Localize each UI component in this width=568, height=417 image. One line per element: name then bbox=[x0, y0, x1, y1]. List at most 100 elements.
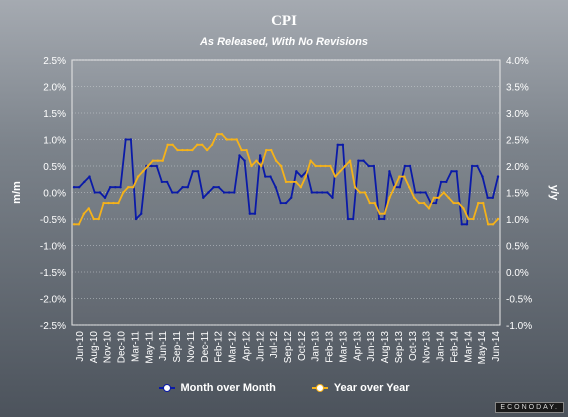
yoy-data-point bbox=[343, 164, 347, 168]
mom-data-point bbox=[233, 191, 236, 194]
mom-data-point bbox=[326, 191, 329, 194]
yoy-data-point bbox=[102, 201, 105, 205]
mom-data-point bbox=[408, 164, 412, 168]
mom-data-point bbox=[434, 201, 438, 205]
x-tick-label: Mar-12 bbox=[228, 331, 239, 363]
x-tick-label: Feb-14 bbox=[449, 331, 460, 363]
y-left-tick-label: -2.5% bbox=[40, 321, 66, 332]
yoy-data-point bbox=[186, 148, 189, 152]
mom-data-point bbox=[274, 186, 277, 189]
mom-data-point bbox=[258, 154, 262, 157]
yoy-data-point bbox=[486, 223, 490, 226]
legend-item-month-over-month: Month over Month bbox=[158, 382, 276, 394]
mom-data-point bbox=[248, 212, 252, 215]
mom-data-point bbox=[403, 164, 407, 168]
yoy-data-point bbox=[181, 148, 184, 152]
x-tick-label: Jun-10 bbox=[75, 331, 86, 362]
mom-data-point bbox=[414, 191, 417, 194]
x-tick-label: Dec-10 bbox=[117, 331, 128, 364]
y-left-tick-label: 1.5% bbox=[43, 109, 66, 120]
x-tick-label: Jun-14 bbox=[491, 331, 502, 362]
yoy-data-point bbox=[363, 191, 367, 194]
mom-data-point bbox=[217, 186, 220, 189]
x-tick-label: Mar-11 bbox=[130, 331, 141, 362]
mom-data-point bbox=[171, 191, 174, 194]
yoy-data-point bbox=[235, 138, 238, 141]
legend-swatch-yoy bbox=[311, 383, 328, 393]
mom-data-point bbox=[108, 186, 112, 189]
y-right-tick-label: 2.5% bbox=[506, 136, 529, 147]
mom-data-point bbox=[310, 191, 314, 194]
y-right-tick-label: -0.5% bbox=[506, 295, 532, 306]
yoy-data-point bbox=[496, 217, 500, 221]
mom-data-point bbox=[289, 196, 293, 199]
mom-data-point bbox=[243, 159, 246, 162]
yoy-data-point bbox=[146, 164, 150, 168]
yoy-data-point bbox=[225, 138, 229, 141]
yoy-data-point bbox=[97, 217, 100, 221]
mom-data-point bbox=[372, 164, 376, 168]
yoy-data-point bbox=[82, 212, 86, 215]
yoy-data-point bbox=[412, 196, 416, 199]
mom-data-point bbox=[160, 180, 164, 184]
yoy-data-point bbox=[348, 159, 352, 162]
yoy-data-point bbox=[166, 143, 169, 146]
yoy-data-point bbox=[373, 201, 376, 205]
yoy-data-point bbox=[472, 217, 475, 221]
x-tick-label: Sep-11 bbox=[172, 331, 183, 363]
y-right-tick-label: 2.0% bbox=[506, 162, 529, 173]
mom-data-point bbox=[269, 175, 272, 178]
yoy-data-point bbox=[299, 186, 302, 189]
mom-data-point bbox=[367, 164, 370, 168]
yoy-data-point bbox=[131, 186, 135, 189]
yoy-data-point bbox=[255, 159, 258, 162]
x-tick-label: Apr-13 bbox=[352, 331, 363, 361]
x-tick-label: Nov-11 bbox=[186, 331, 197, 363]
x-tick-label: May-14 bbox=[477, 331, 488, 365]
mom-data-point bbox=[388, 170, 391, 173]
yoy-data-point bbox=[107, 201, 110, 205]
mom-data-point bbox=[284, 201, 288, 205]
mom-data-point bbox=[181, 186, 184, 189]
mom-data-point bbox=[455, 170, 458, 173]
yoy-data-point bbox=[215, 133, 219, 136]
y-right-tick-label: -1.0% bbox=[506, 321, 532, 332]
yoy-data-point bbox=[92, 217, 95, 221]
yoy-data-point bbox=[329, 164, 332, 168]
x-tick-label: Dec-11 bbox=[200, 331, 211, 363]
y-left-tick-label: 0.5% bbox=[43, 162, 66, 173]
yoy-data-point bbox=[437, 196, 441, 199]
yoy-data-point bbox=[77, 223, 81, 226]
mom-data-point bbox=[357, 159, 360, 162]
y-right-tick-label: 3.5% bbox=[506, 83, 529, 94]
yoy-data-point bbox=[250, 164, 253, 168]
yoy-data-point bbox=[378, 212, 381, 215]
mom-data-point bbox=[445, 180, 448, 184]
mom-data-point bbox=[165, 180, 169, 184]
x-tick-label: Jun-13 bbox=[366, 331, 377, 362]
x-tick-label: May-11 bbox=[144, 331, 155, 364]
yoy-data-point bbox=[388, 196, 391, 199]
x-tick-label: Nov-10 bbox=[103, 331, 114, 364]
mom-data-point bbox=[124, 138, 127, 141]
mom-data-point bbox=[320, 191, 324, 194]
y-left-tick-label: 2.5% bbox=[43, 56, 66, 67]
yoy-data-point bbox=[422, 201, 426, 205]
y-right-tick-label: 0.5% bbox=[506, 242, 529, 253]
y-right-tick-label: 1.0% bbox=[506, 215, 529, 226]
yoy-data-point bbox=[368, 201, 372, 205]
yoy-data-point bbox=[127, 186, 130, 189]
yoy-data-point bbox=[393, 186, 396, 189]
yoy-data-point bbox=[477, 201, 480, 205]
mom-data-point bbox=[476, 164, 479, 168]
yoy-data-point bbox=[240, 148, 243, 152]
mom-data-point bbox=[279, 201, 283, 205]
yoy-data-point bbox=[284, 180, 288, 184]
yoy-data-point bbox=[141, 170, 145, 173]
x-tick-label: Feb-12 bbox=[214, 331, 225, 363]
mom-data-point bbox=[114, 186, 117, 189]
y-left-tick-label: -1.5% bbox=[40, 268, 66, 279]
x-tick-label: Oct-13 bbox=[408, 331, 419, 361]
mom-data-point bbox=[196, 170, 200, 173]
